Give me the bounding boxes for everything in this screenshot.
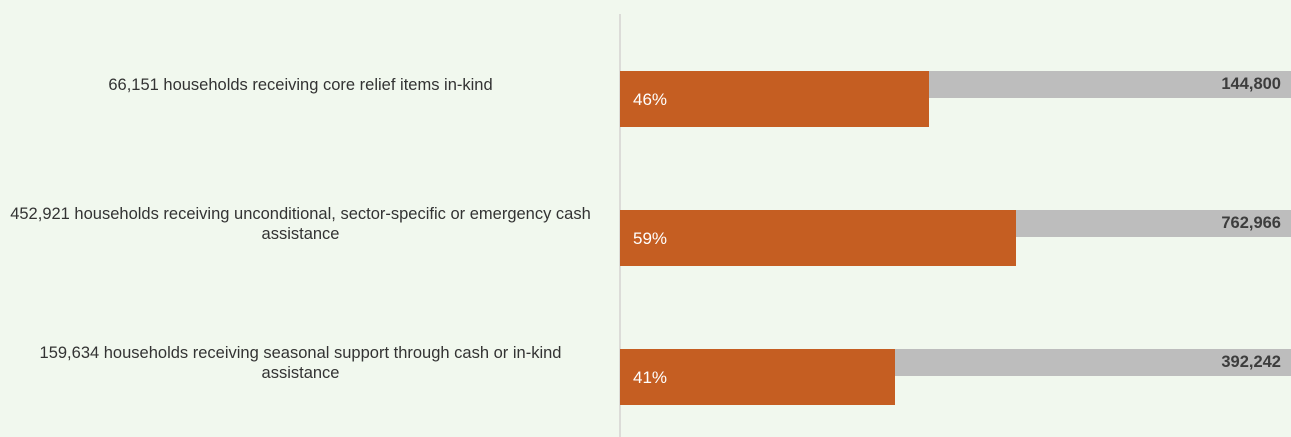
reached-bar — [620, 210, 1016, 266]
category-label: 452,921 households receiving uncondition… — [0, 196, 601, 252]
target-total-label: 144,800 — [1221, 74, 1281, 94]
percent-label: 46% — [633, 90, 667, 110]
percent-label: 41% — [633, 368, 667, 388]
category-label: 66,151 households receiving core relief … — [0, 57, 601, 113]
category-label: 159,634 households receiving seasonal su… — [0, 335, 601, 391]
percent-label: 59% — [633, 229, 667, 249]
target-total-label: 762,966 — [1221, 213, 1281, 233]
target-total-label: 392,242 — [1221, 352, 1281, 372]
